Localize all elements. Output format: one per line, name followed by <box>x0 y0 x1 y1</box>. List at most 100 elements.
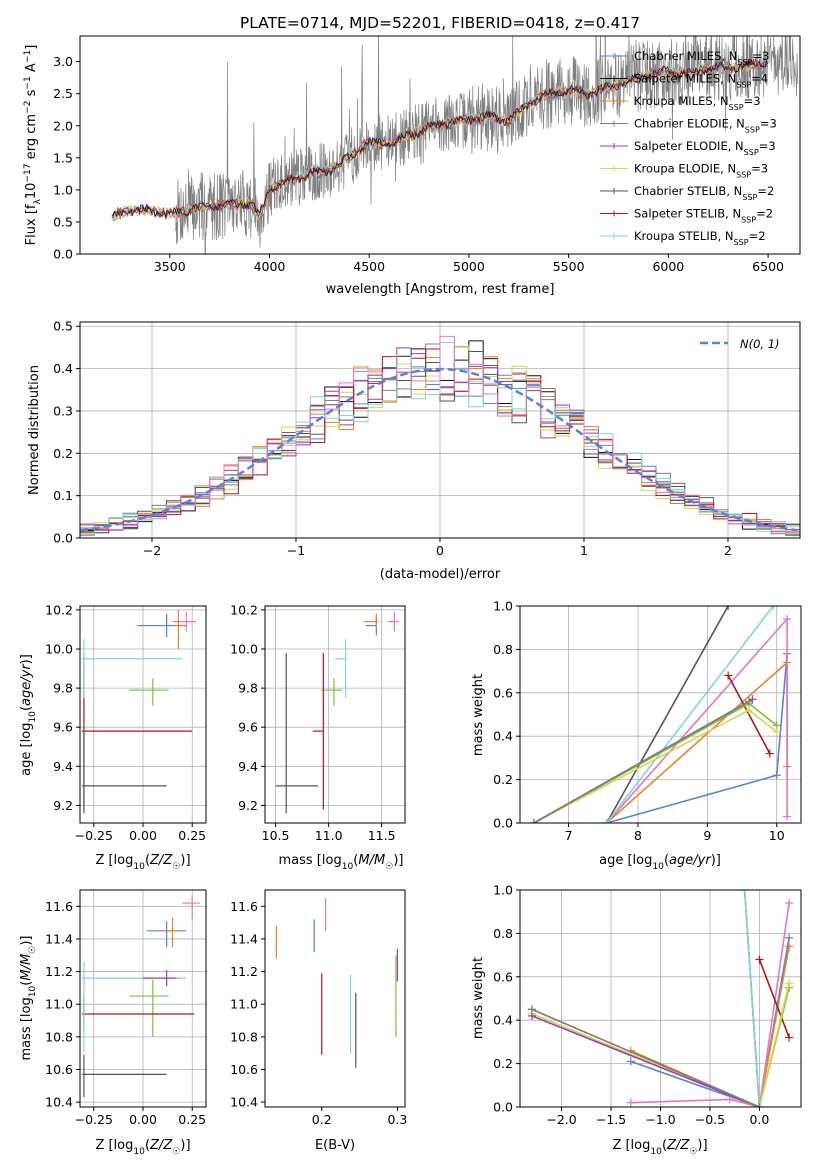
weight-point-marker <box>785 899 794 908</box>
x-tick-label: 0.25 <box>178 1112 206 1127</box>
weight-line-kroupa_stelib <box>606 606 774 823</box>
age_vs_Z-marks <box>81 609 197 814</box>
y-tick-label: 0.1 <box>53 488 73 503</box>
axes-frame <box>79 35 801 255</box>
weight_vs_Z-marks <box>527 890 794 1107</box>
x-axis-label: Z [log10(Z/Z☉)] <box>95 853 190 872</box>
y-tick-label: 1.5 <box>53 150 73 165</box>
y-tick-label: 11.6 <box>230 899 258 914</box>
x-tick-label: 2 <box>724 543 732 558</box>
y-tick-label: 10.6 <box>45 1062 73 1077</box>
weight-point-marker <box>724 606 733 610</box>
x-tick-label: 4000 <box>254 259 286 274</box>
weight-point-marker <box>783 615 792 624</box>
y-tick-label: 0.0 <box>53 247 73 262</box>
x-tick-label: 11.0 <box>315 828 343 843</box>
weight-point-marker <box>755 955 764 964</box>
x-tick-label: 0.25 <box>178 828 206 843</box>
y-tick-label: 11.4 <box>45 931 73 946</box>
mass_vs_Z-panel: −0.25 0.00 0.25 10.4 10.6 10.8 11.0 11.2 11.4 11.… <box>45 889 207 1127</box>
model-spectrum-salpeter_stelib <box>111 57 769 220</box>
weight-line-kroupa_stelib <box>743 890 761 1107</box>
legend-entry-label: Salpeter MILES, NSSP=4 <box>634 72 768 90</box>
x-tick-label: 0.00 <box>129 1112 157 1127</box>
x-tick-label: 10.5 <box>262 828 290 843</box>
y-axis-label: mass [log10(M/M☉)] <box>19 936 38 1061</box>
residuals-marks <box>80 335 800 536</box>
weight-point-marker <box>602 819 611 823</box>
legend-entry-label: Chabrier ELODIE, NSSP=3 <box>634 117 777 135</box>
y-tick-label: 10.4 <box>45 1095 73 1110</box>
weight-point-marker <box>527 1005 536 1014</box>
y-axis-label: Flux [fλ10−17 erg cm−2 s−1 A−1] <box>23 45 43 246</box>
y-tick-label: 0.5 <box>53 319 73 334</box>
weight-line-pink <box>630 902 790 1107</box>
y-tick-label: 9.8 <box>238 681 258 696</box>
y-tick-label: 0.2 <box>493 772 513 787</box>
x-tick-label: 11.5 <box>368 828 396 843</box>
x-tick-label: 0.0 <box>749 1112 769 1127</box>
y-tick-label: 10.8 <box>230 1029 258 1044</box>
weight_vs_age-marks <box>529 606 792 823</box>
weight-point-marker <box>772 727 781 736</box>
chart-title: PLATE=0714, MJD=52201, FIBERID=0418, z=0… <box>240 14 640 32</box>
x-tick-label: 1 <box>580 543 588 558</box>
x-tick-label: 9 <box>703 828 711 843</box>
spectrum-panel: 3500 4000 4500 5000 5500 6000 6500 0.0 0.5 1.0 1.5… <box>53 35 801 274</box>
weight-point-marker <box>785 933 794 942</box>
mass_vs_EBV-marks <box>275 898 399 1068</box>
x-tick-label: 0.3 <box>387 1112 407 1127</box>
axes-frame <box>264 605 406 824</box>
y-tick-label: 0.0 <box>53 531 73 546</box>
age_vs_Z-panel: −0.25 0.00 0.25 9.2 9.4 9.6 9.8 10.0 10.2 <box>45 602 207 843</box>
legend-entry-label: Kroupa MILES, NSSP=3 <box>634 94 761 112</box>
y-tick-label: 9.2 <box>238 798 258 813</box>
weight-point-marker <box>769 606 778 610</box>
x-axis-label: Z [log10(Z/Z☉)] <box>95 1138 190 1157</box>
y-tick-label: 0.8 <box>493 642 513 657</box>
y-tick-label: 1.0 <box>493 599 513 614</box>
weight_vs_Z-panel: −2.0 −1.5 −1.0 −0.5 0.0 0.0 0.2 0.4 0.6 0.8 1.0 <box>493 883 802 1127</box>
weight-line-chabrier_stelib <box>606 606 729 823</box>
x-tick-label: −1.0 <box>645 1112 675 1127</box>
x-tick-label: 7 <box>565 828 573 843</box>
y-tick-label: 1.0 <box>493 883 513 898</box>
x-tick-label: −0.5 <box>695 1112 725 1127</box>
y-tick-label: 2.0 <box>53 118 73 133</box>
weight-point-marker <box>740 890 749 894</box>
y-tick-label: 9.4 <box>53 759 73 774</box>
weight-line-salpeter_elodie <box>531 1015 760 1107</box>
observed-spectrum-line <box>175 36 799 254</box>
y-tick-label: 0.5 <box>53 214 73 229</box>
legend-entry-label: Chabrier STELIB, NSSP=2 <box>634 184 774 202</box>
y-axis-label: age [log10(age/yr)] <box>19 654 38 776</box>
weight-point-marker <box>725 1095 734 1104</box>
plot-area <box>265 890 405 1107</box>
x-axis-label: (data-model)/error <box>380 567 501 582</box>
y-tick-label: 11.4 <box>230 931 258 946</box>
y-tick-label: 0.8 <box>493 926 513 941</box>
x-axis-label: age [log10(age/yr)] <box>599 853 721 872</box>
y-tick-label: 10.4 <box>230 1095 258 1110</box>
x-tick-label: 0.2 <box>312 1112 332 1127</box>
y-tick-label: 10.0 <box>230 642 258 657</box>
weight-point-marker <box>626 1098 635 1107</box>
mass_vs_Z-marks <box>81 896 201 1098</box>
x-tick-label: −0.25 <box>75 828 113 843</box>
y-tick-label: 10.0 <box>45 642 73 657</box>
x-tick-label: 5500 <box>553 259 585 274</box>
y-tick-label: 0.0 <box>493 816 513 831</box>
weight-point-marker <box>785 1033 794 1042</box>
y-tick-label: 10.2 <box>230 602 258 617</box>
weight-line-chabrier_elodie <box>531 1008 760 1107</box>
plot-area <box>520 606 801 823</box>
residuals-panel: −2 −1 0 1 2 0.0 0.1 0.2 0.3 0.4 0.5 <box>53 319 801 558</box>
y-tick-label: 10.6 <box>230 1062 258 1077</box>
x-tick-label: −1.5 <box>596 1112 626 1127</box>
weight-point-marker <box>785 942 794 951</box>
x-tick-label: 0 <box>436 543 444 558</box>
axes-frame <box>264 889 406 1108</box>
y-tick-label: 11.2 <box>230 964 258 979</box>
x-tick-label: −0.25 <box>75 1112 113 1127</box>
